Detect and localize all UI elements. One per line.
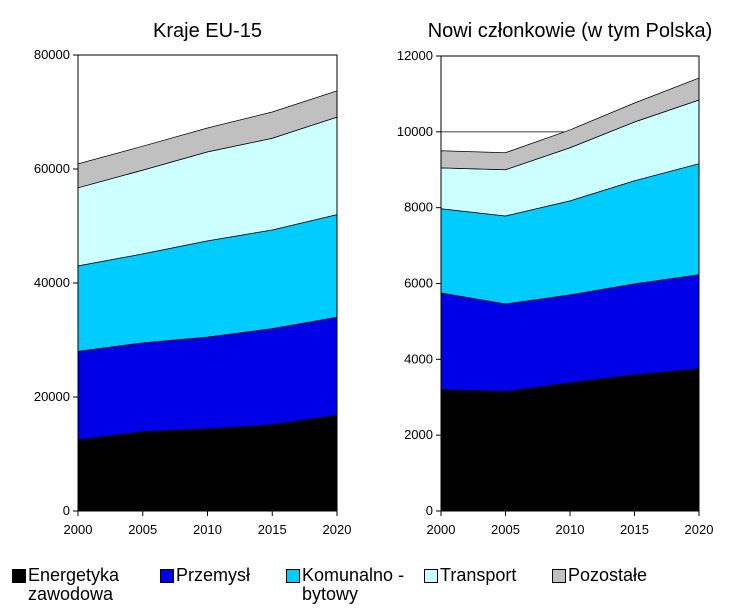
legend: Energetyka zawodowa Przemysł Komunalno -by… xyxy=(12,566,682,604)
y-tick-label: 60000 xyxy=(34,161,70,176)
chart-title: Kraje EU-15 xyxy=(153,20,262,42)
y-tick-label: 2000 xyxy=(404,427,433,442)
legend-swatch xyxy=(424,569,438,583)
y-tick-label: 8000 xyxy=(404,200,433,215)
y-tick-label: 40000 xyxy=(34,275,70,290)
y-tick-label: 0 xyxy=(426,503,433,518)
legend-item: Pozostałe xyxy=(552,566,682,604)
chart-title: Nowi członkowie (w tym Polska) xyxy=(428,20,713,42)
legend-swatch xyxy=(286,569,300,583)
y-tick-label: 80000 xyxy=(34,47,70,62)
legend-label: Komunalno -bytowy xyxy=(302,565,405,604)
legend-swatch xyxy=(552,569,566,583)
y-tick-label: 20000 xyxy=(34,389,70,404)
legend-item: Energetyka zawodowa xyxy=(12,566,160,604)
x-tick-label: 2000 xyxy=(427,522,456,537)
legend-label: Transport xyxy=(440,565,517,585)
legend-item: Przemysł xyxy=(160,566,286,604)
x-tick-label: 2020 xyxy=(323,522,352,537)
y-tick-label: 6000 xyxy=(404,276,433,291)
legend-item: Komunalno -bytowy xyxy=(286,566,424,604)
x-tick-label: 2015 xyxy=(620,522,649,537)
x-tick-label: 2010 xyxy=(193,522,222,537)
y-tick-label: 0 xyxy=(63,503,70,518)
x-tick-label: 2015 xyxy=(258,522,287,537)
y-tick-label: 4000 xyxy=(404,351,433,366)
x-tick-label: 2020 xyxy=(685,522,714,537)
legend-label: Przemysł xyxy=(176,565,251,585)
legend-label: Energetyka zawodowa xyxy=(28,565,120,604)
y-tick-label: 10000 xyxy=(397,124,433,139)
legend-swatch xyxy=(12,569,26,583)
legend-item: Transport xyxy=(424,566,552,604)
x-tick-label: 2005 xyxy=(491,522,520,537)
x-tick-label: 2010 xyxy=(556,522,585,537)
legend-label: Pozostałe xyxy=(568,565,648,585)
x-tick-label: 2000 xyxy=(64,522,93,537)
y-tick-label: 12000 xyxy=(397,48,433,63)
legend-swatch xyxy=(160,569,174,583)
x-tick-label: 2005 xyxy=(128,522,157,537)
